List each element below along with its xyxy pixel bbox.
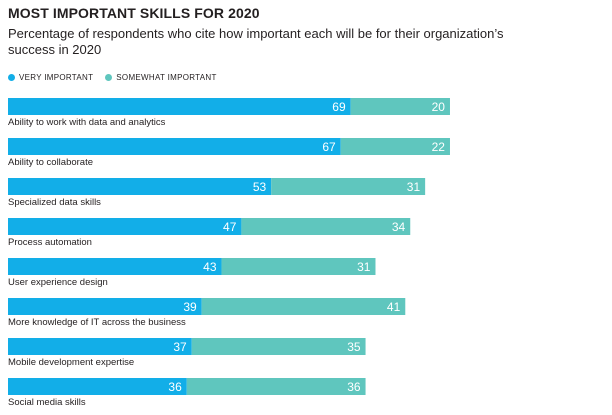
bar-very-important xyxy=(8,298,202,315)
bar-value-label-somewhat-important: 34 xyxy=(392,220,406,234)
category-label: Specialized data skills xyxy=(8,197,101,208)
category-label: More knowledge of IT across the business xyxy=(8,317,186,328)
bar-very-important xyxy=(8,218,242,235)
bar-value-label-somewhat-important: 31 xyxy=(357,260,371,274)
bar-value-label-very-important: 53 xyxy=(253,180,267,194)
legend-item-very-important: VERY IMPORTANT xyxy=(8,73,93,82)
legend-swatch-somewhat-important xyxy=(105,74,113,81)
chart-legend: VERY IMPORTANT SOMEWHAT IMPORTANT xyxy=(8,73,229,82)
chart-subtitle: Percentage of respondents who cite how i… xyxy=(8,26,504,57)
bar-somewhat-important xyxy=(271,178,426,195)
category-label: Mobile development expertise xyxy=(8,357,134,368)
bar-very-important xyxy=(8,378,187,395)
category-label: Ability to work with data and analytics xyxy=(8,117,166,128)
bar-very-important xyxy=(8,98,351,115)
bar-somewhat-important xyxy=(191,338,366,355)
bar-very-important xyxy=(8,178,272,195)
bar-somewhat-important xyxy=(340,138,450,155)
legend-swatch-very-important xyxy=(8,74,15,81)
bar-value-label-very-important: 43 xyxy=(203,260,217,274)
bar-value-label-somewhat-important: 20 xyxy=(432,100,446,114)
bar-very-important xyxy=(8,138,341,155)
bar-value-label-very-important: 47 xyxy=(223,220,237,234)
legend-label-very-important: VERY IMPORTANT xyxy=(19,73,94,82)
bar-somewhat-important xyxy=(241,218,411,235)
bar-somewhat-important xyxy=(350,98,450,115)
bar-value-label-very-important: 36 xyxy=(168,380,182,394)
category-label: Process automation xyxy=(8,237,92,248)
bar-value-label-very-important: 39 xyxy=(183,300,197,314)
bar-value-label-somewhat-important: 35 xyxy=(347,340,361,354)
bar-value-label-somewhat-important: 31 xyxy=(407,180,421,194)
bar-value-label-very-important: 69 xyxy=(332,100,346,114)
bar-value-label-somewhat-important: 41 xyxy=(387,300,401,314)
legend-item-somewhat-important: SOMEWHAT IMPORTANT xyxy=(105,73,216,82)
category-label: Ability to collaborate xyxy=(8,157,93,168)
bar-somewhat-important xyxy=(186,378,366,395)
bar-somewhat-important xyxy=(221,258,376,275)
bar-value-label-somewhat-important: 22 xyxy=(432,140,446,154)
bar-value-label-very-important: 37 xyxy=(173,340,187,354)
category-label: Social media skills xyxy=(8,397,86,408)
bar-very-important xyxy=(8,258,222,275)
legend-label-somewhat-important: SOMEWHAT IMPORTANT xyxy=(116,73,217,82)
bar-value-label-very-important: 67 xyxy=(322,140,336,154)
bar-somewhat-important xyxy=(201,298,406,315)
bar-very-important xyxy=(8,338,192,355)
chart-title: MOST IMPORTANT SKILLS FOR 2020 xyxy=(8,5,260,21)
category-label: User experience design xyxy=(8,277,108,288)
bar-value-label-somewhat-important: 36 xyxy=(347,380,361,394)
